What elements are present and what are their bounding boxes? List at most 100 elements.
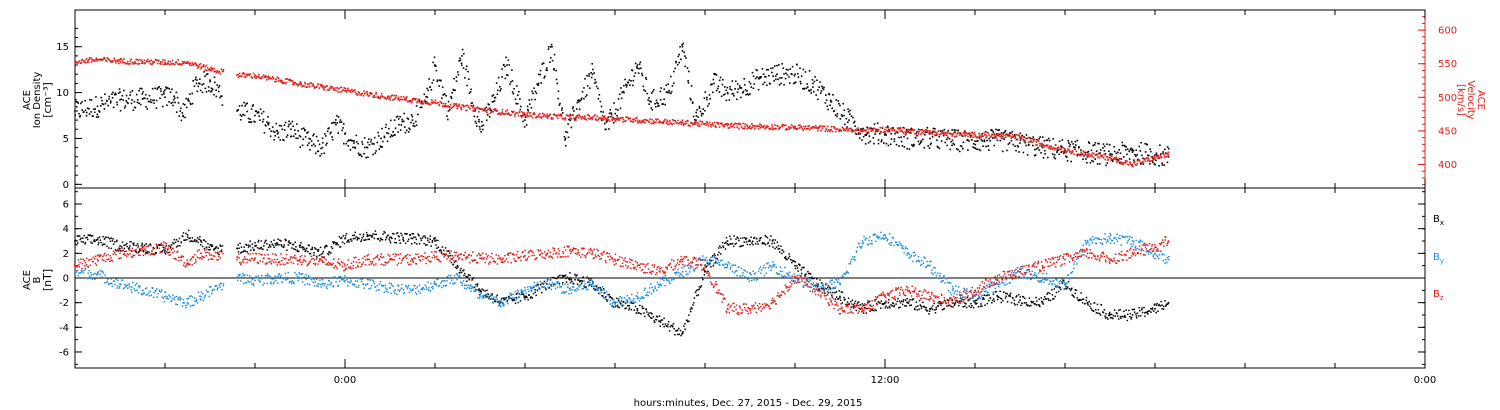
density-series-trace xyxy=(597,87,599,90)
density-series-trace xyxy=(306,144,309,146)
density-series-trace xyxy=(617,98,620,100)
density-series-trace xyxy=(370,138,373,141)
velocity-series-trace xyxy=(209,69,212,72)
velocity-series-trace xyxy=(537,113,540,116)
by-series-trace xyxy=(97,271,100,273)
by-series-trace xyxy=(270,282,272,285)
bx-series-trace xyxy=(852,305,854,308)
bx-series-trace xyxy=(684,328,686,331)
bx-series-point xyxy=(366,234,369,236)
density-series-trace xyxy=(930,142,932,145)
velocity-series-trace xyxy=(1091,155,1094,157)
density-series-trace xyxy=(739,86,741,89)
bx-series-trace xyxy=(1165,304,1167,307)
bx-series-trace xyxy=(636,309,639,312)
density-series-trace xyxy=(423,93,426,96)
density-series-trace xyxy=(972,146,974,149)
velocity-series-trace xyxy=(799,124,801,126)
velocity-tick-label: 400 xyxy=(1438,160,1457,171)
bx-series-trace xyxy=(110,247,113,250)
density-series-trace xyxy=(1032,144,1034,147)
density-series-trace xyxy=(607,116,610,118)
density-series-trace xyxy=(274,134,276,137)
by-series-trace xyxy=(211,292,213,295)
density-series-trace xyxy=(1091,159,1093,162)
velocity-series-trace xyxy=(545,116,548,118)
density-series-trace xyxy=(968,133,971,135)
bx-series-trace xyxy=(173,242,175,245)
by-series-trace xyxy=(269,275,271,277)
bx-series-trace xyxy=(114,241,116,243)
density-series-trace xyxy=(1096,163,1099,165)
velocity-series-trace xyxy=(853,129,856,132)
bx-series-trace xyxy=(324,247,326,249)
velocity-series-trace xyxy=(132,62,135,64)
bx-series-trace xyxy=(463,274,465,277)
velocity-series-trace xyxy=(817,127,820,129)
by-series-trace xyxy=(249,275,251,277)
density-series-trace xyxy=(632,79,635,82)
density-series-trace xyxy=(569,113,572,116)
density-series-trace xyxy=(361,141,363,143)
velocity-series-trace xyxy=(563,117,565,120)
velocity-series-trace xyxy=(993,137,995,139)
by-series-trace xyxy=(274,275,276,277)
velocity-series-trace xyxy=(284,78,287,81)
velocity-series-trace xyxy=(514,115,516,117)
velocity-series-trace xyxy=(667,121,669,123)
density-series-trace xyxy=(936,139,938,141)
density-series-trace xyxy=(1009,132,1012,134)
velocity-series-trace xyxy=(762,126,765,129)
bx-series-trace xyxy=(119,250,122,252)
density-series-trace xyxy=(259,119,261,121)
bx-series-trace xyxy=(310,248,312,251)
by-series-trace xyxy=(120,283,122,286)
velocity-series-trace xyxy=(1027,141,1030,144)
bx-series-trace xyxy=(311,246,314,249)
by-series-trace xyxy=(133,288,135,290)
bx-series-trace xyxy=(373,237,376,240)
density-series-trace xyxy=(867,142,870,144)
velocity-series-trace xyxy=(552,117,554,120)
density-series-trace xyxy=(560,109,563,111)
bx-series-trace xyxy=(366,235,368,238)
density-series-point xyxy=(1019,142,1021,144)
density-series-trace xyxy=(268,128,271,130)
density-series-trace xyxy=(143,97,145,100)
density-series-trace xyxy=(1054,157,1057,160)
bx-series-trace xyxy=(1033,303,1035,305)
density-series-trace xyxy=(304,128,306,131)
density-series-trace xyxy=(733,94,735,97)
density-series-trace xyxy=(476,115,479,118)
velocity-series-trace xyxy=(1111,155,1113,158)
by-series-trace xyxy=(181,305,184,307)
velocity-series-trace xyxy=(421,101,423,104)
velocity-series-trace xyxy=(222,70,224,72)
by-series-trace xyxy=(222,282,225,285)
bx-series-trace xyxy=(638,312,640,314)
velocity-series-trace xyxy=(685,122,688,125)
density-series-trace xyxy=(844,123,846,126)
velocity-series-trace xyxy=(1063,151,1066,153)
bx-series-trace xyxy=(162,246,165,249)
density-series-trace xyxy=(1070,160,1072,163)
bx-series-trace xyxy=(343,242,346,245)
density-series-point xyxy=(290,128,292,131)
density-series-trace xyxy=(595,85,598,88)
velocity-series-trace xyxy=(927,130,929,132)
velocity-series-trace xyxy=(926,130,928,133)
density-series-trace xyxy=(753,83,756,85)
density-series-trace xyxy=(983,140,986,143)
by-series-trace xyxy=(341,277,344,280)
velocity-series-trace xyxy=(290,80,292,82)
by-series-point xyxy=(996,283,999,285)
bx-series-trace xyxy=(534,288,536,291)
bx-series-trace xyxy=(1018,301,1020,303)
velocity-series-trace xyxy=(582,117,585,119)
bx-series-trace xyxy=(671,325,674,328)
velocity-series-trace xyxy=(1167,151,1170,154)
density-series-trace xyxy=(401,120,404,123)
bx-series-trace xyxy=(348,241,350,243)
bx-series-trace xyxy=(984,304,986,306)
velocity-series-trace xyxy=(125,62,128,65)
